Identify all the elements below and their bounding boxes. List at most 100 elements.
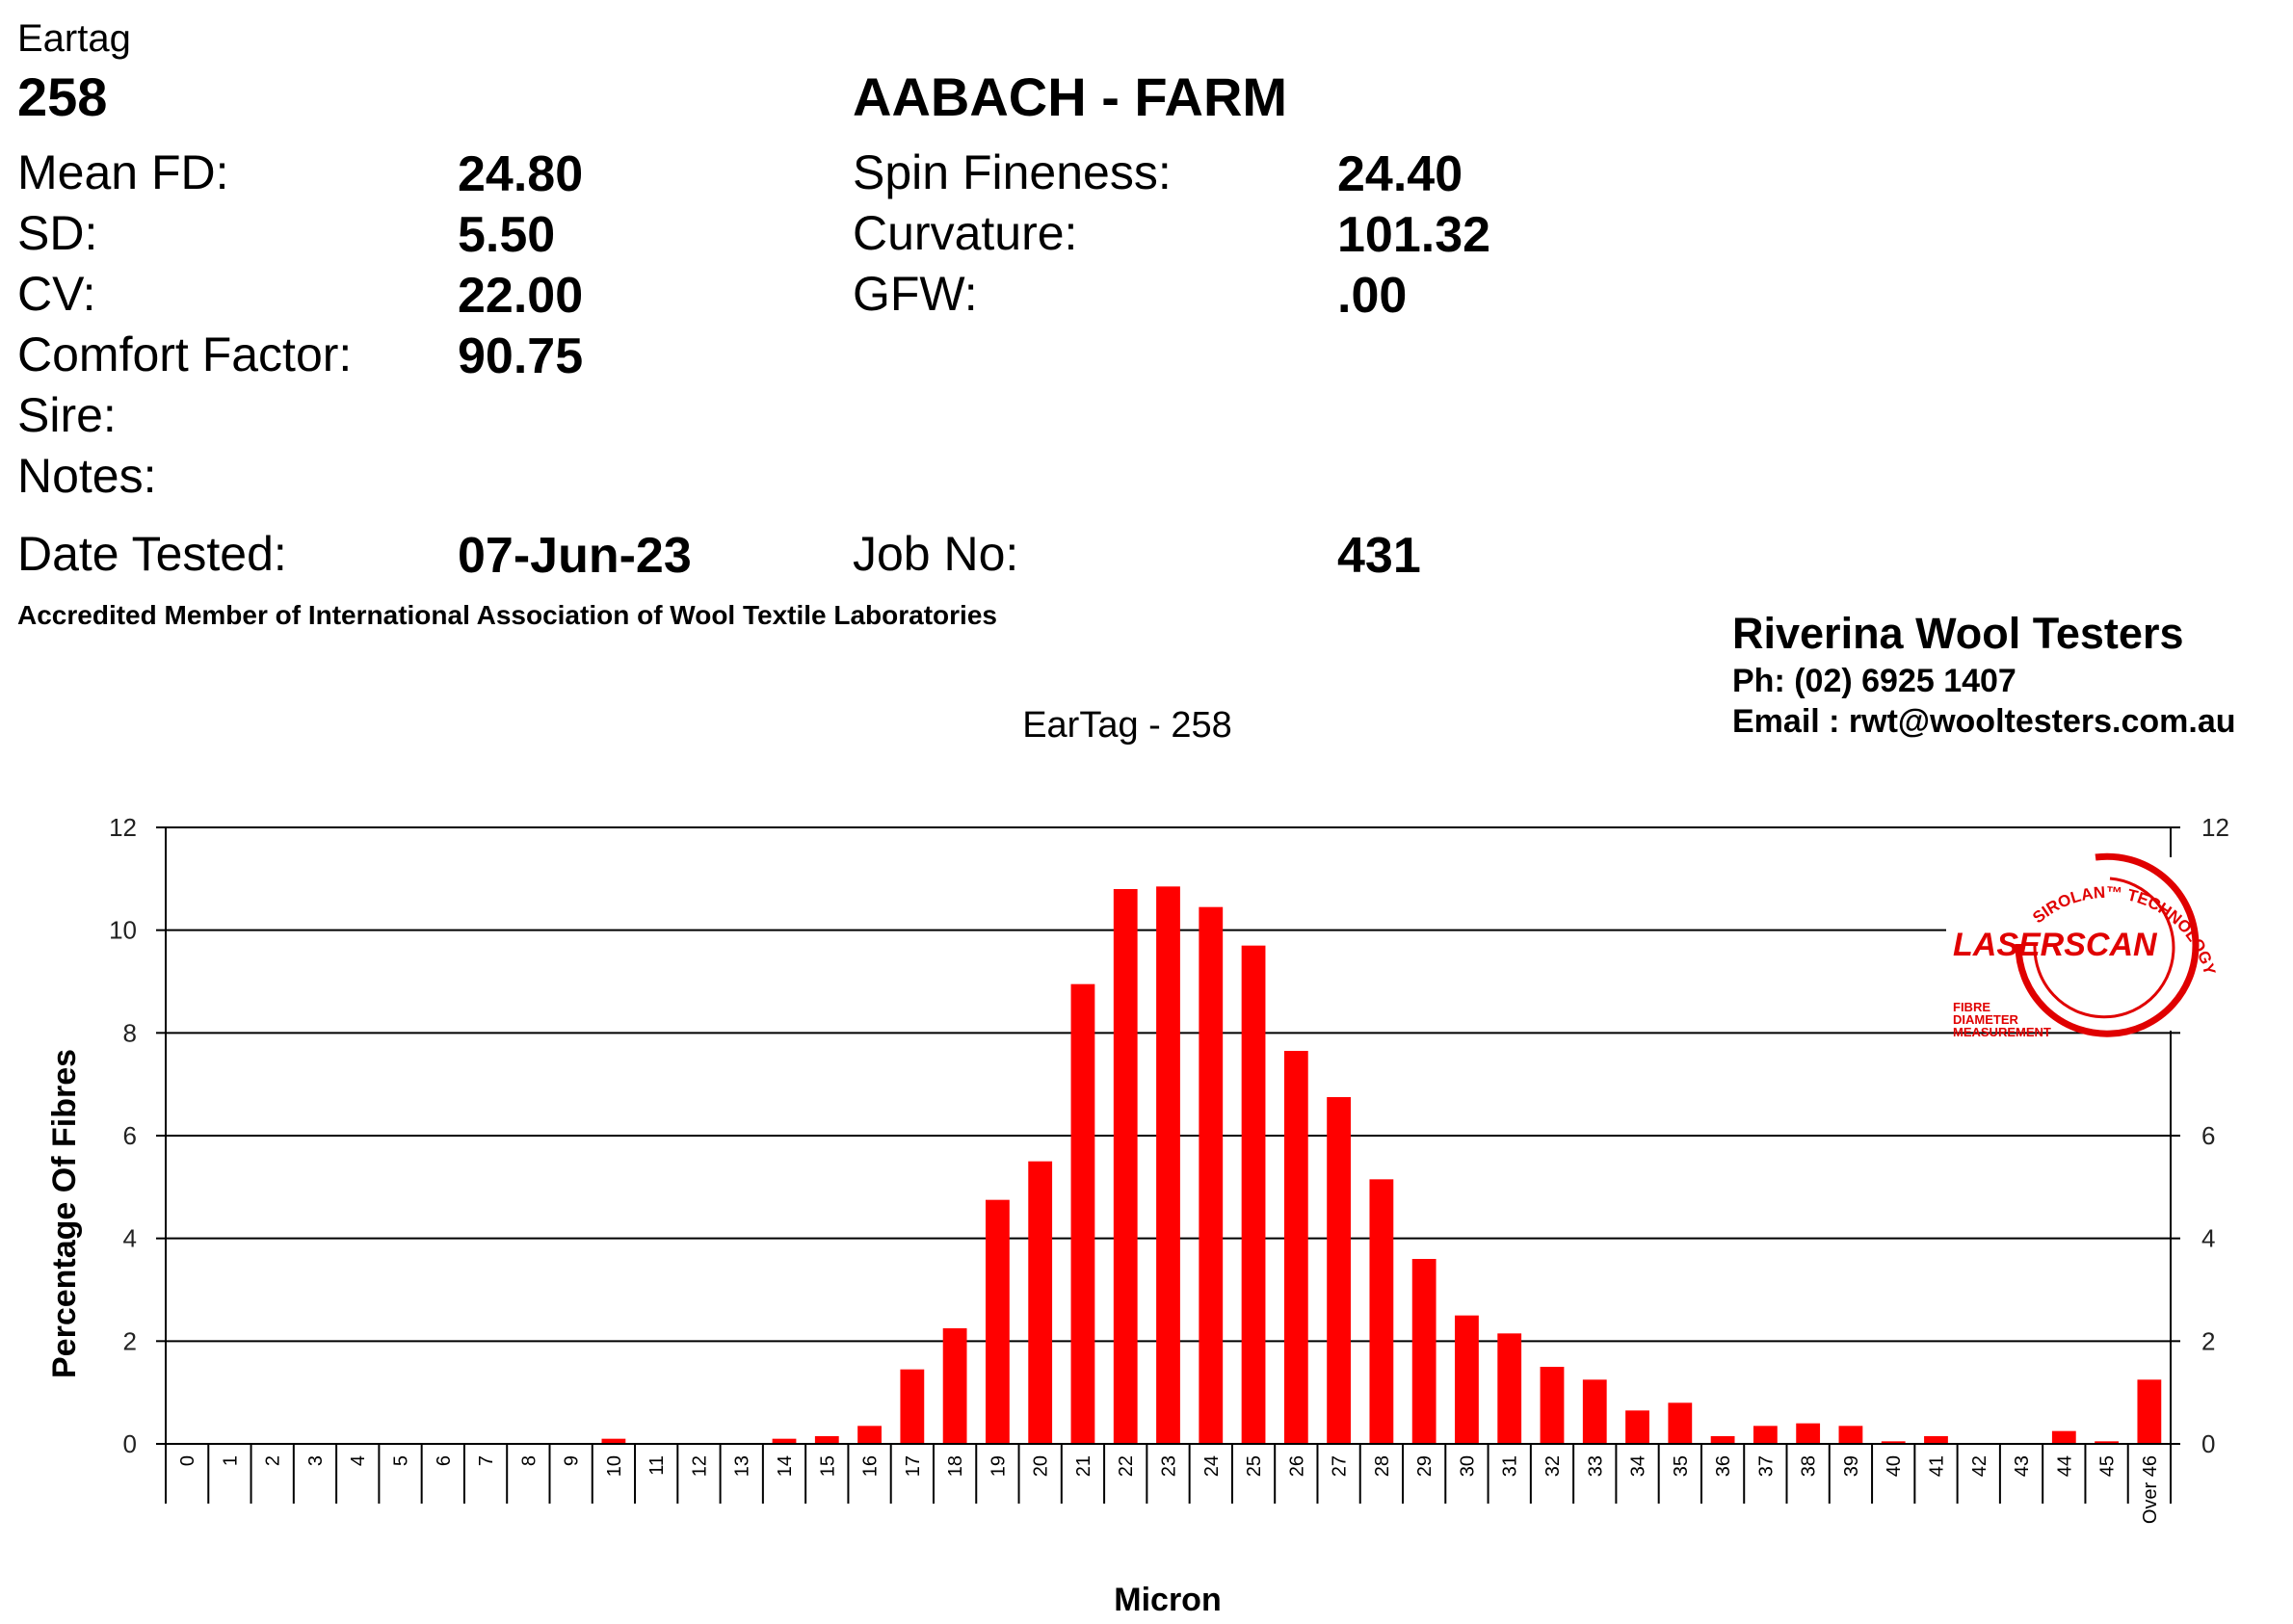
gfw-value: .00 xyxy=(1337,268,1408,324)
x-tick-label: 4 xyxy=(348,1455,369,1466)
x-tick-label: 44 xyxy=(2054,1455,2075,1477)
bar xyxy=(1540,1367,1565,1444)
bar xyxy=(900,1369,925,1444)
x-tick-label: 36 xyxy=(1713,1455,1734,1477)
right-y-tick-label: 12 xyxy=(2201,813,2229,842)
bar xyxy=(1582,1379,1607,1444)
x-tick-label: 18 xyxy=(945,1455,966,1477)
y-tick-label: 4 xyxy=(123,1224,137,1253)
mean-fd-value: 24.80 xyxy=(458,146,584,202)
bar xyxy=(601,1438,626,1444)
bar xyxy=(1411,1259,1436,1444)
lab-email: Email : rwt@wooltesters.com.au xyxy=(1732,703,2236,740)
bar xyxy=(2137,1379,2162,1444)
x-tick-label: 27 xyxy=(1330,1455,1351,1477)
x-tick-label: 35 xyxy=(1671,1455,1692,1477)
bar xyxy=(1625,1410,1649,1444)
x-tick-label: 39 xyxy=(1841,1455,1862,1477)
curvature-value: 101.32 xyxy=(1337,207,1491,263)
x-tick-label: 32 xyxy=(1542,1455,1564,1477)
date-tested-label: Date Tested: xyxy=(17,527,287,581)
y-tick-label: 10 xyxy=(109,916,137,945)
y-tick-label: 6 xyxy=(123,1121,137,1150)
sire-label: Sire: xyxy=(17,388,117,442)
bar xyxy=(857,1426,882,1444)
x-tick-label: 43 xyxy=(2012,1455,2033,1477)
x-tick-label: 19 xyxy=(988,1455,1009,1477)
comfort-factor-label: Comfort Factor: xyxy=(17,327,353,381)
fibre-distribution-chart: EarTag - 258 0022446681001212 0123456789… xyxy=(46,705,2229,1618)
x-tick-label: 7 xyxy=(476,1455,497,1466)
x-tick-label: 30 xyxy=(1457,1455,1478,1477)
bar xyxy=(1796,1423,1821,1444)
bar xyxy=(942,1328,967,1444)
bar xyxy=(1327,1097,1352,1444)
logo-caption-line: MEASUREMENT xyxy=(1953,1025,2051,1039)
x-tick-label: 5 xyxy=(391,1455,412,1466)
eartag-label: Eartag xyxy=(17,17,131,60)
x-tick-label: 16 xyxy=(860,1455,882,1477)
bar xyxy=(1113,889,1138,1444)
x-tick-label: 9 xyxy=(562,1455,583,1466)
right-y-tick-label: 4 xyxy=(2201,1224,2215,1253)
bar xyxy=(1497,1333,1522,1444)
x-tick-label: 3 xyxy=(305,1455,327,1466)
bar xyxy=(985,1199,1010,1444)
x-axis-label: Micron xyxy=(1114,1582,1221,1618)
x-tick-label: 31 xyxy=(1500,1455,1521,1477)
x-tick-label: 10 xyxy=(604,1455,625,1477)
lab-name: Riverina Wool Testers xyxy=(1732,609,2184,658)
curvature-label: Curvature: xyxy=(853,206,1078,260)
x-tick-label: 29 xyxy=(1414,1455,1436,1477)
bar xyxy=(1070,983,1095,1444)
x-tick-label: 11 xyxy=(646,1455,668,1476)
x-tick-label: 14 xyxy=(775,1455,796,1477)
bar xyxy=(1924,1436,1948,1444)
y-tick-label: 2 xyxy=(123,1326,137,1355)
right-y-tick-label: 0 xyxy=(2201,1429,2215,1458)
axes xyxy=(156,826,2180,1504)
logo-brand: LASERSCAN xyxy=(1953,927,2158,963)
x-tick-label: 33 xyxy=(1585,1455,1606,1477)
date-tested-value: 07-Jun-23 xyxy=(458,528,692,584)
x-tick-label: 21 xyxy=(1073,1455,1094,1477)
job-no-label: Job No: xyxy=(853,527,1019,581)
eartag-value: 258 xyxy=(17,66,108,127)
bar xyxy=(772,1438,797,1444)
x-tick-label: 8 xyxy=(518,1455,540,1466)
bar xyxy=(1753,1426,1778,1444)
y-tick-label: 8 xyxy=(123,1018,137,1047)
x-tick-label: 15 xyxy=(817,1455,838,1477)
bar xyxy=(2051,1430,2076,1444)
x-tick-label: 1 xyxy=(220,1455,241,1466)
x-tick-label: 20 xyxy=(1031,1455,1052,1477)
logo-inner-ring xyxy=(2033,877,2175,1019)
bar xyxy=(1369,1179,1394,1444)
spin-fineness-label: Spin Fineness: xyxy=(853,145,1172,199)
x-tick-label: 25 xyxy=(1244,1455,1265,1477)
y-tick-label: 12 xyxy=(109,813,137,842)
x-tick-label: 41 xyxy=(1926,1455,1947,1477)
cv-value: 22.00 xyxy=(458,268,584,324)
logo-caption-line: DIAMETER xyxy=(1953,1012,2019,1027)
x-tick-label: 23 xyxy=(1159,1455,1180,1477)
y-tick-label: 0 xyxy=(123,1429,137,1458)
x-tick-label: 28 xyxy=(1372,1455,1393,1477)
mean-fd-label: Mean FD: xyxy=(17,145,229,199)
bar xyxy=(2095,1441,2119,1444)
spin-fineness-value: 24.40 xyxy=(1337,146,1463,202)
right-y-tick-label: 6 xyxy=(2201,1121,2215,1150)
x-tick-label: 22 xyxy=(1116,1455,1137,1477)
x-tick-label: 34 xyxy=(1628,1455,1649,1477)
logo-caption-line: FIBRE xyxy=(1953,1000,1990,1014)
sd-value: 5.50 xyxy=(458,207,556,263)
x-tick-label: 42 xyxy=(1969,1455,1990,1477)
bar xyxy=(1241,945,1266,1444)
bar xyxy=(1283,1051,1308,1444)
x-tick-label: Over 46 xyxy=(2140,1455,2161,1524)
bar xyxy=(814,1436,839,1444)
gfw-label: GFW: xyxy=(853,267,978,321)
cv-label: CV: xyxy=(17,267,96,321)
sd-label: SD: xyxy=(17,206,98,260)
job-no-value: 431 xyxy=(1337,528,1421,584)
